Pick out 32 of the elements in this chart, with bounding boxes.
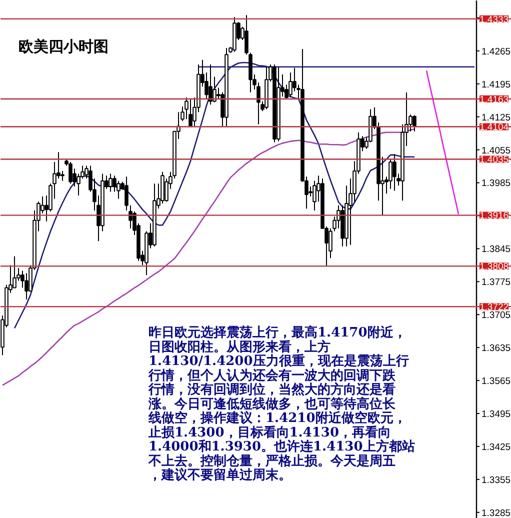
candlestick — [244, 14, 248, 56]
y-tick-label: 1.3845 — [482, 244, 511, 256]
ref-line-label: 1.4163 — [480, 94, 509, 106]
y-tick-label: 1.4265 — [482, 46, 511, 58]
candlestick — [288, 72, 292, 98]
ref-line-label: 1.4104 — [480, 122, 509, 134]
text: 欧美四小时图 — [18, 38, 108, 56]
text: 昨日欧元选择震荡上行，最高1.4170附近，日图收阳柱。从图形来看，上方1.4130/1.4200压力很重，现在是震荡上行行情，但个人认为还会有一波大的回调下跌行情，没有回调到位，当然大的方向还是看涨。今日可逢低短线做多，也可等待高位长线做空，操作建议：1.4210附近做空欧元，止损1.4300，目标看向1.4130，再看向1.4000和1.3930。也许连1.4130上方都站不上去。控制仓量，严格止损。今天是周五，建议不要留单过周末。 — [148, 326, 415, 483]
candlestick — [124, 176, 128, 212]
candlestick — [388, 158, 392, 190]
y-tick-label: 1.4195 — [482, 79, 511, 90]
candlestick — [68, 162, 72, 184]
y-tick-label: 1.3285 — [482, 508, 511, 518]
candlestick — [60, 170, 64, 182]
y-tick-label: 1.4125 — [482, 112, 511, 124]
y-tick-label: 1.3985 — [482, 178, 511, 190]
candlestick — [188, 98, 192, 128]
candlestick — [392, 154, 396, 192]
line-series — [426, 70, 460, 215]
y-tick-label: 1.3495 — [482, 408, 511, 420]
ref-line-label: 1.4333 — [480, 14, 509, 26]
y-tick-label: 1.3355 — [482, 474, 511, 486]
y-tick-label: 1.4055 — [482, 145, 511, 156]
candlestick — [208, 64, 212, 106]
y-tick-label: 1.3565 — [482, 376, 511, 388]
ref-line-label: 1.3916 — [480, 210, 509, 222]
candlestick — [412, 114, 416, 132]
candlestick — [108, 173, 112, 192]
ref-line-label: 1.4035 — [480, 154, 509, 166]
y-tick-label: 1.3425 — [482, 442, 511, 453]
y-tick-label: 1.3635 — [482, 343, 511, 354]
y-tick-label: 1.3775 — [482, 277, 511, 288]
